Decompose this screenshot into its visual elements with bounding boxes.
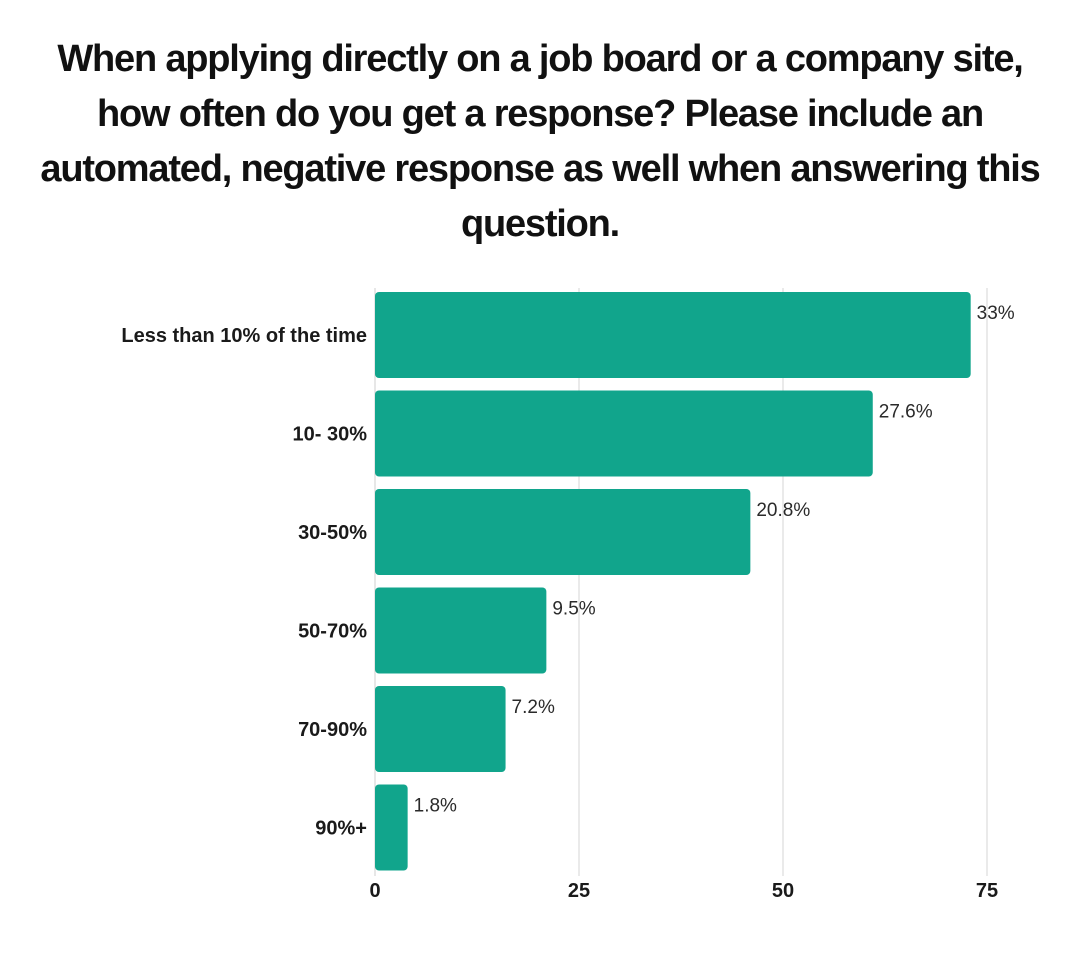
category-labels: Less than 10% of the time 10- 30% 30-50% 50… [121,325,367,840]
bar-3 [375,587,547,674]
x-tick-label-0: 0 [369,880,380,902]
value-label-2: 20.8% [756,500,810,521]
grid-lines [374,288,988,876]
value-label-0: 33% [977,303,1015,324]
bar-4 [375,686,506,772]
bar-5 [375,784,408,871]
value-label-1: 27.6% [879,402,933,423]
category-label-4: 70-90% [298,719,367,741]
bar-2 [375,489,751,575]
category-label-1: 10- 30% [293,424,368,446]
bars [375,292,971,871]
x-tick-label-50: 50 [772,880,794,902]
value-label-4: 7.2% [512,697,555,718]
category-label-3: 50-70% [298,621,367,643]
x-tick-label-75: 75 [976,880,998,902]
value-label-5: 1.8% [414,796,457,817]
bar-1 [375,390,873,477]
value-labels: 33% 27.6% 20.8% 9.5% 7.2% 1.8% [414,303,1015,817]
value-label-3: 9.5% [552,599,595,620]
x-tick-label-25: 25 [568,880,590,902]
bar-0 [375,292,971,378]
category-label-5: 90%+ [315,818,367,840]
chart-title: When applying directly on a job board or… [40,38,1040,245]
x-axis-ticks: 0 25 50 75 [369,880,998,902]
category-label-2: 30-50% [298,522,367,544]
category-label-0: Less than 10% of the time [121,325,367,347]
